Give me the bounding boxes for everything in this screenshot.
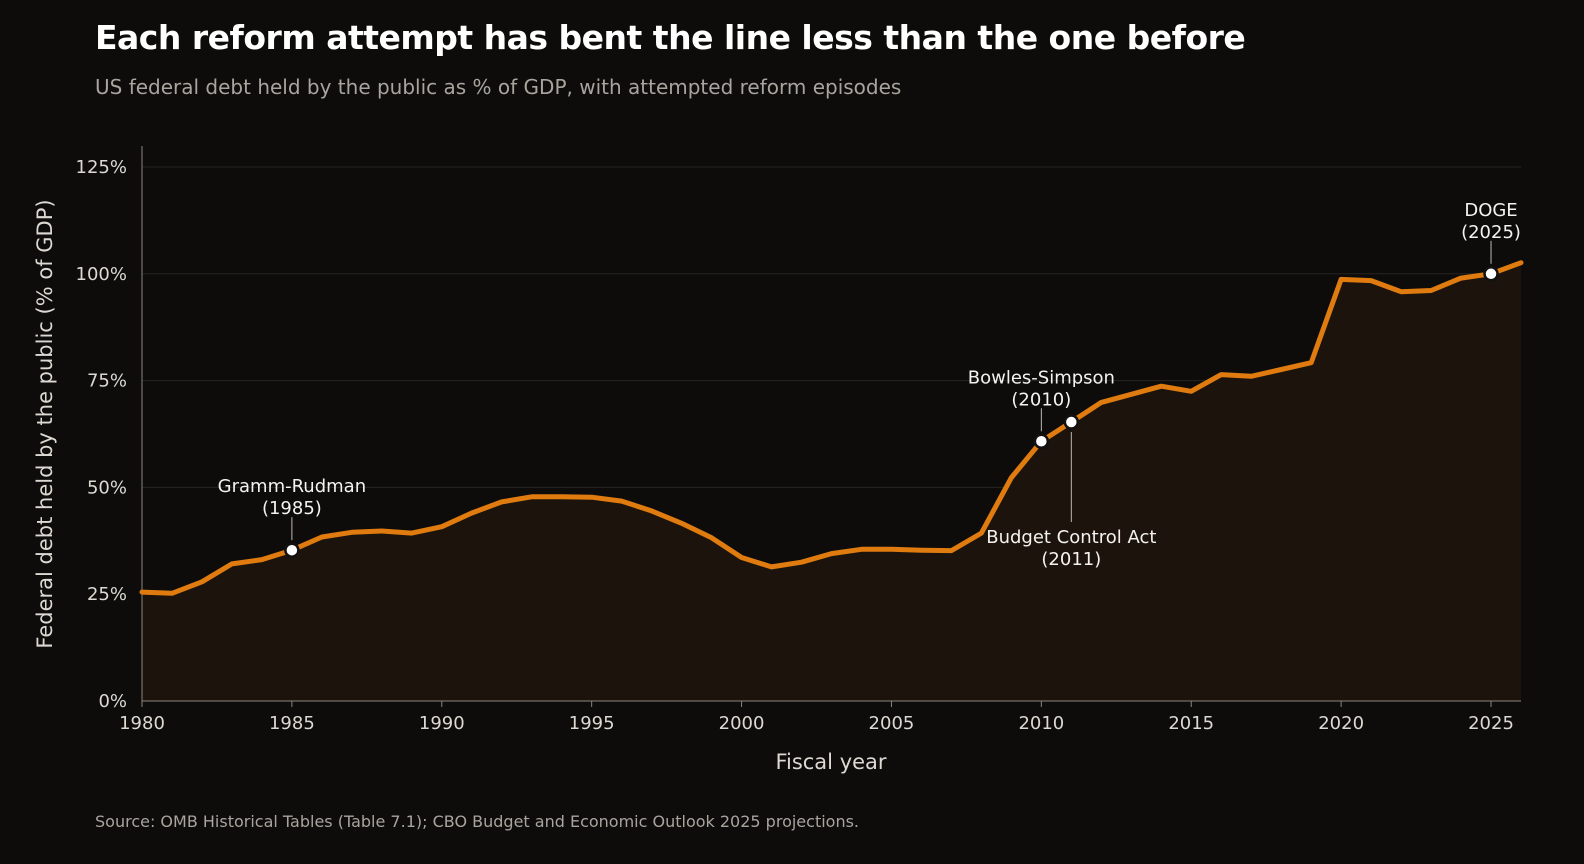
annotation-label: DOGE [1464, 200, 1517, 221]
annotation-label: Bowles-Simpson [968, 367, 1115, 388]
x-tick-label: 2005 [869, 713, 915, 734]
annotation-year: (2010) [1011, 389, 1071, 410]
x-tick-label: 1980 [119, 713, 165, 734]
y-tick-label: 125% [76, 157, 127, 178]
reform-marker [1063, 414, 1080, 430]
x-tick-label: 2020 [1318, 713, 1364, 734]
x-tick-label: 2025 [1468, 713, 1514, 734]
reform-marker [1033, 433, 1050, 450]
y-tick-label: 25% [87, 584, 127, 605]
y-tick-label: 75% [87, 371, 127, 392]
y-tick-label: 50% [87, 477, 127, 498]
chart-subtitle: US federal debt held by the public as % … [95, 75, 902, 99]
x-tick-label: 1995 [569, 713, 615, 734]
x-tick-label: 2000 [719, 713, 765, 734]
x-axis-title: Fiscal year [775, 750, 886, 774]
annotation-year: (2025) [1461, 222, 1521, 243]
x-axis-ticks: 1980 1985 1990 1995 2000 2005 2010 2015 2020 2025 [119, 701, 1514, 734]
x-tick-label: 2010 [1018, 713, 1064, 734]
x-tick-label: 2015 [1168, 713, 1214, 734]
y-tick-label: 0% [98, 691, 127, 712]
reform-marker [1483, 266, 1499, 282]
debt-series-line [139, 260, 1524, 596]
annotation-label: Budget Control Act [986, 527, 1156, 548]
y-axis-ticks: 0% 25% 50% 75% 100% 125% [76, 157, 127, 712]
debt-area-fill [142, 262, 1521, 701]
y-axis-title: Federal debt held by the public (% of GD… [33, 199, 57, 648]
x-tick-label: 1990 [419, 713, 465, 734]
y-tick-label: 100% [76, 264, 127, 285]
annotation-label: Gramm-Rudman [218, 476, 366, 497]
reform-marker [284, 542, 300, 558]
source-note: Source: OMB Historical Tables (Table 7.1… [95, 812, 860, 831]
chart-title: Each reform attempt has bent the line le… [95, 18, 1246, 57]
annotation-year: (1985) [262, 498, 322, 519]
x-tick-label: 1985 [269, 713, 315, 734]
annotation-year: (2011) [1041, 549, 1101, 570]
reform-annotations: Gramm-Rudman(1985) Bowles-Simpson(2010) Bu… [218, 200, 1521, 570]
